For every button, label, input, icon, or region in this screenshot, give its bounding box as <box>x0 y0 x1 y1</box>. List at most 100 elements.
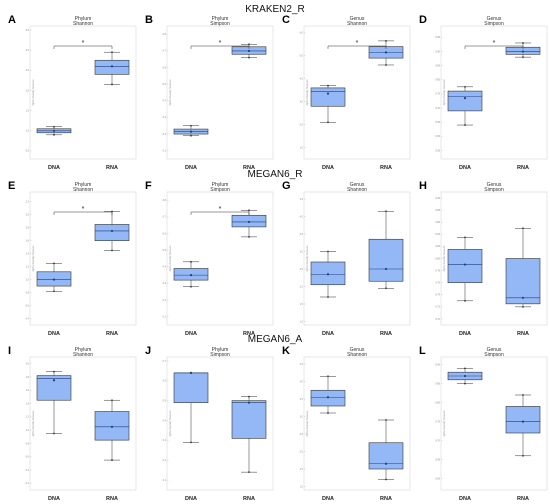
significance-bracket <box>190 45 250 49</box>
min-point <box>190 134 192 137</box>
y-tick-label: 2.0 <box>26 89 30 92</box>
panel-title-index: Simpson <box>484 352 504 358</box>
box-dna <box>310 250 346 298</box>
min-point <box>327 412 329 414</box>
min-point <box>248 235 250 238</box>
y-tick-label: 0.74 <box>435 294 440 297</box>
y-tick-label: 0.8 <box>163 199 167 202</box>
max-point <box>522 42 524 44</box>
x-tick-label-dna: DNA <box>459 165 471 171</box>
mean-point <box>384 267 388 271</box>
x-tick-label-dna: DNA <box>185 165 197 171</box>
mean-point <box>52 278 56 281</box>
max-point <box>111 51 113 54</box>
max-point <box>190 124 192 127</box>
y-tick-label: 0.80 <box>435 79 440 82</box>
y-tick-label: 1.0 <box>300 146 304 149</box>
y-tick-label: 1.0 <box>26 130 30 133</box>
y-tick-label: 4.0 <box>300 78 304 81</box>
panel-title-index: Shannon <box>73 187 93 193</box>
mean-point <box>326 92 330 95</box>
y-tick-label: 0.3 <box>163 116 167 119</box>
panel-title-taxon: Phylum <box>75 182 92 188</box>
y-tick-label: 0.85 <box>435 382 440 385</box>
min-point <box>248 471 250 474</box>
min-point <box>111 249 113 252</box>
min-point <box>385 287 387 290</box>
panel-letter: I <box>8 345 11 357</box>
max-point <box>111 399 113 402</box>
mean-point <box>247 220 251 224</box>
mean-point <box>247 401 251 404</box>
max-point <box>522 227 524 230</box>
mean-point <box>52 379 56 382</box>
y-tick-label: 0.4 <box>163 266 167 269</box>
y-tick-label: 1.2 <box>26 416 30 419</box>
y-tick-label: 2.5 <box>300 268 304 271</box>
y-tick-label: 0.1 <box>163 149 167 152</box>
x-tick-label-dna: DNA <box>322 496 334 502</box>
max-point <box>248 395 250 398</box>
y-tick-label: 1.0 <box>300 320 304 323</box>
y-tick-label: 0.65 <box>435 121 440 124</box>
box-rna <box>231 395 267 474</box>
significance-bracket <box>190 211 250 215</box>
panel-title-index: Shannon <box>73 21 93 27</box>
y-tick-label: 0.90 <box>435 197 440 200</box>
y-tick-label: 3.0 <box>300 415 304 418</box>
box-dna <box>173 124 209 137</box>
box-rna <box>368 210 404 290</box>
y-tick-label: 0.70 <box>435 439 440 442</box>
max-point <box>385 419 387 421</box>
box-dna <box>447 236 483 302</box>
min-point <box>111 83 113 86</box>
box-iqr <box>368 238 404 282</box>
panel-letter: J <box>145 345 151 357</box>
x-tick-label-dna: DNA <box>48 165 60 171</box>
y-tick-label: 4.5 <box>300 363 304 366</box>
y-axis-label: Alpha Diversity Measure <box>443 410 446 437</box>
x-tick-label-rna: RNA <box>380 165 392 171</box>
y-tick-label: 0.7 <box>163 360 167 363</box>
box-rna <box>231 43 267 59</box>
x-tick-label-rna: RNA <box>380 331 392 337</box>
box-iqr <box>231 400 267 439</box>
significance-bracket <box>464 45 524 49</box>
significance-star: * <box>82 206 85 213</box>
y-tick-label: 0.80 <box>435 257 440 260</box>
y-tick-label: 1.5 <box>26 109 30 112</box>
x-tick-label-rna: RNA <box>243 165 255 171</box>
y-tick-label: 0.82 <box>435 245 440 248</box>
box-rna <box>505 42 541 59</box>
max-point <box>327 250 329 253</box>
y-axis-label: Alpha Diversity Measure <box>32 79 35 106</box>
max-point <box>385 210 387 213</box>
y-tick-label: 2.0 <box>300 450 304 453</box>
y-tick-label: 0.4 <box>26 469 30 472</box>
y-tick-label: 1.4 <box>26 402 30 405</box>
x-tick-label-dna: DNA <box>48 331 60 337</box>
y-tick-label: 1.4 <box>26 252 30 255</box>
significance-star: * <box>356 40 359 47</box>
mean-point <box>521 50 525 53</box>
plot-frame <box>29 191 137 326</box>
panel-title-taxon: Genus <box>350 182 365 188</box>
box-rna <box>94 51 130 86</box>
panel-letter: D <box>419 14 427 26</box>
y-tick-label: 3.0 <box>26 49 30 52</box>
box-iqr <box>173 372 209 403</box>
panel-letter: C <box>282 14 290 26</box>
box-iqr <box>447 249 483 283</box>
y-axis-label: Alpha Diversity Measure <box>32 245 35 272</box>
max-point <box>248 209 250 212</box>
y-tick-label: 0.8 <box>163 33 167 36</box>
box-dna <box>447 367 483 385</box>
panel-title-taxon: Phylum <box>212 347 229 353</box>
x-tick-label-rna: RNA <box>380 496 392 502</box>
mean-point <box>384 51 388 54</box>
